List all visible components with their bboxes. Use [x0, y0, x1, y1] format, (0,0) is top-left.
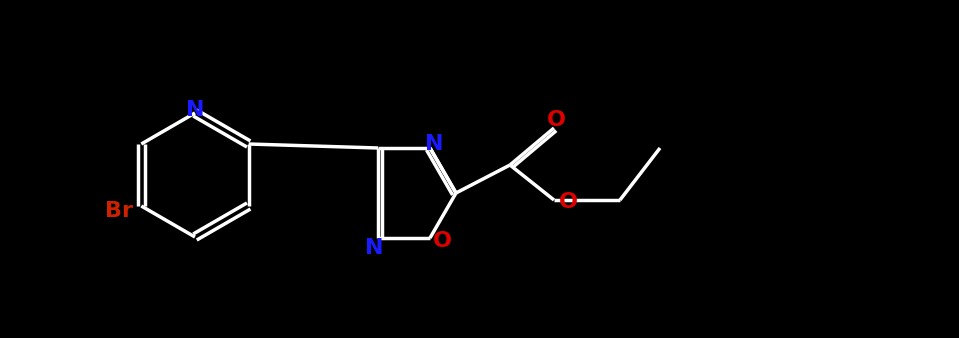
Text: Br: Br [105, 201, 133, 221]
Text: N: N [425, 134, 443, 154]
Text: N: N [186, 100, 204, 120]
Text: O: O [547, 110, 566, 130]
Text: N: N [364, 238, 384, 258]
Text: O: O [558, 192, 577, 212]
Text: O: O [433, 231, 452, 251]
